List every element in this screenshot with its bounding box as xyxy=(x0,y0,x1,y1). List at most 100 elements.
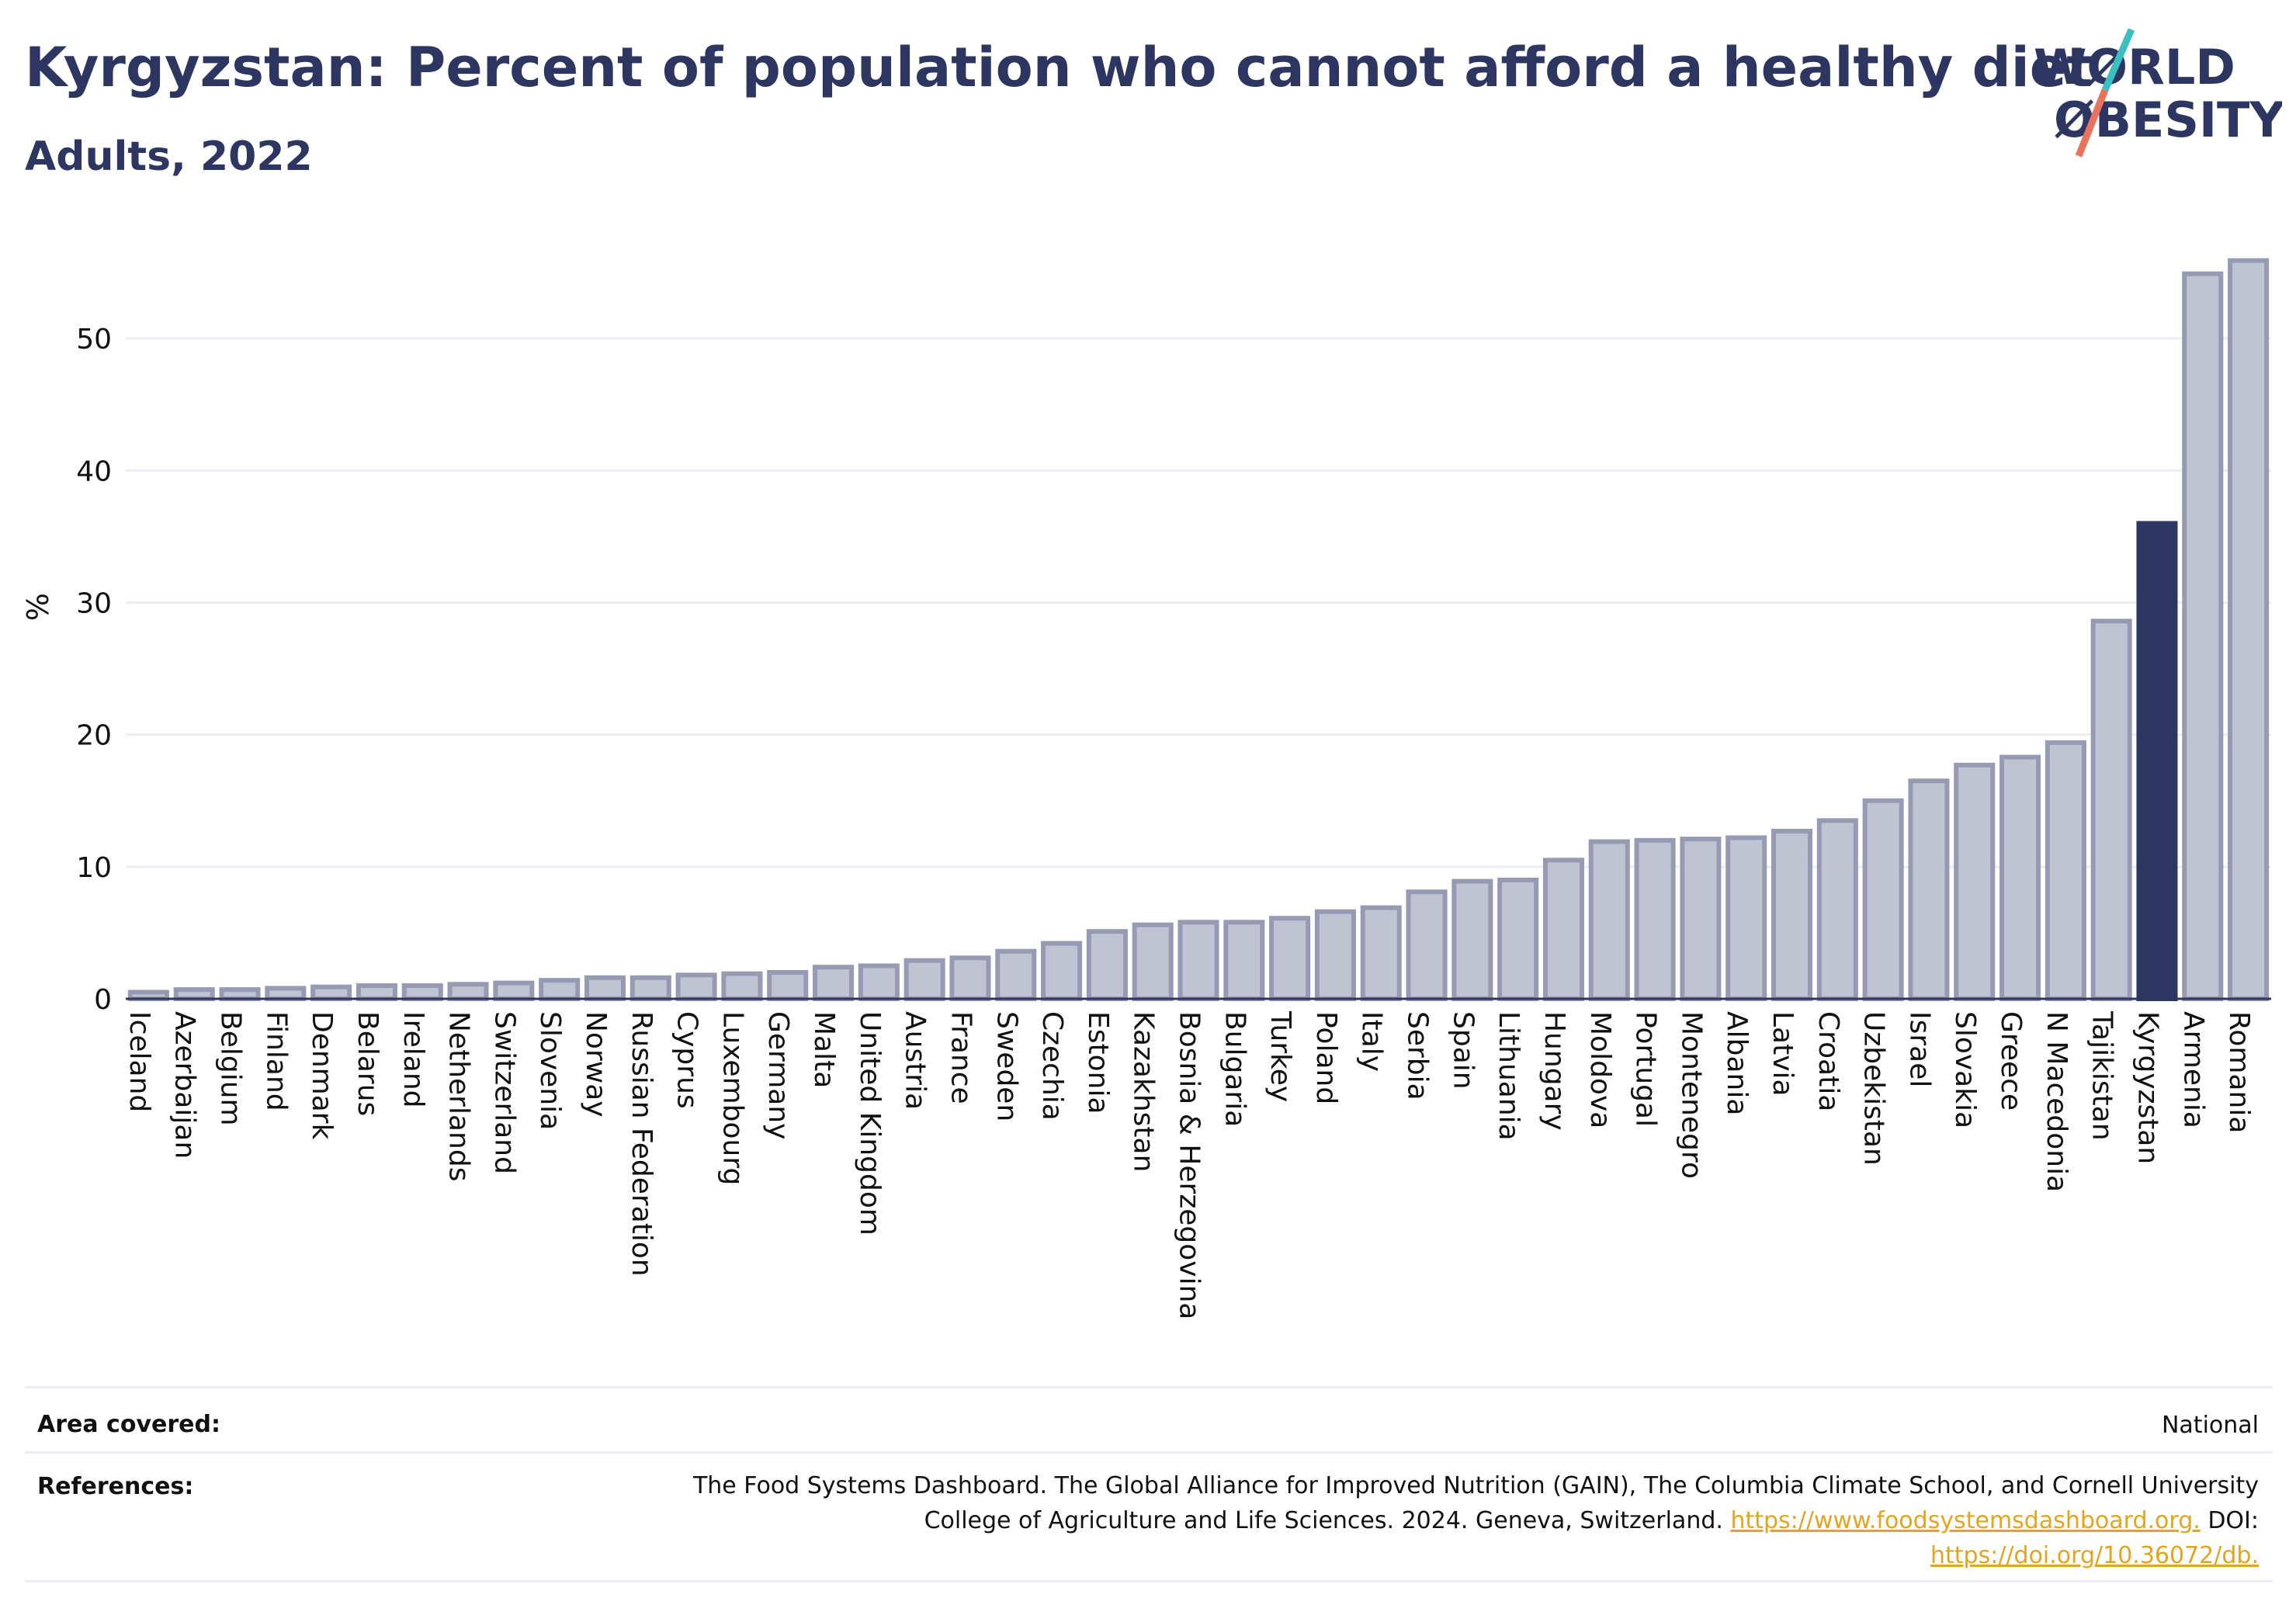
x-tick-label: Germany xyxy=(762,1011,794,1139)
x-tick-label: Cyprus xyxy=(671,1011,703,1109)
bar xyxy=(721,971,763,1001)
x-tick-label: Kyrgyzstan xyxy=(2131,1011,2163,1164)
x-tick-label: N Macedonia xyxy=(2041,1011,2072,1192)
doi-link[interactable]: https://doi.org/10.36072/db. xyxy=(1930,1542,2259,1569)
x-tick-label: Azerbaijan xyxy=(169,1011,201,1159)
y-tick-label: 20 xyxy=(76,720,112,752)
bars xyxy=(127,258,2270,1002)
bar xyxy=(1132,922,1174,1002)
y-axis-label: % xyxy=(21,593,55,621)
bar xyxy=(858,963,900,1002)
bar xyxy=(903,958,945,1002)
x-tick-label: Spain xyxy=(1447,1011,1479,1090)
y-tick-label: 40 xyxy=(76,456,112,487)
bar xyxy=(2228,258,2270,1001)
footer-separator-bottom xyxy=(25,1580,2273,1582)
bar xyxy=(493,980,535,1002)
bar xyxy=(2045,740,2086,1002)
bar xyxy=(265,986,307,1002)
bar xyxy=(629,975,671,1002)
y-tick-label: 0 xyxy=(94,984,112,1016)
chart-title: Kyrgyzstan: Percent of population who ca… xyxy=(25,36,2093,99)
logo-slash-top xyxy=(2101,28,2135,92)
bar-chart: 0 10 20 30 40 50 Iceland Azerbaijan Belgium Finl… xyxy=(21,258,2271,1319)
x-tick-label: Uzbekistan xyxy=(1858,1011,1890,1166)
x-tick-label: Tajikistan xyxy=(2086,1010,2118,1141)
x-tick-label: Greece xyxy=(1995,1011,2027,1111)
area-covered-label: Area covered: xyxy=(37,1411,220,1438)
x-tick-label: Romania xyxy=(2223,1011,2255,1133)
x-tick-label: Serbia xyxy=(1402,1011,1434,1100)
bar xyxy=(1954,762,1996,1001)
x-tick-label: Malta xyxy=(808,1011,840,1088)
doi-label: DOI: xyxy=(2208,1507,2259,1534)
bar xyxy=(1862,798,1904,1001)
chart-subtitle: Adults, 2022 xyxy=(25,133,313,180)
x-tick-label: France xyxy=(945,1011,976,1104)
x-tick-label: Poland xyxy=(1310,1011,1342,1104)
bar xyxy=(995,948,1037,1001)
x-tick-label: Ireland xyxy=(397,1011,429,1108)
x-tick-label: Czechia xyxy=(1036,1011,1068,1121)
bar xyxy=(401,983,443,1002)
x-tick-label: Bosnia & Herzegovina xyxy=(1174,1011,1205,1319)
x-tick-label: Belarus xyxy=(352,1011,383,1116)
x-tick-label: Turkey xyxy=(1264,1010,1296,1102)
x-tick-label: Slovakia xyxy=(1949,1011,1981,1128)
bar xyxy=(675,972,717,1002)
x-tick-label: Switzerland xyxy=(488,1011,520,1174)
y-tick-label: 30 xyxy=(76,587,112,619)
bar xyxy=(539,978,581,1002)
bar xyxy=(1041,941,1083,1001)
bar xyxy=(1314,909,1356,1001)
x-tick-labels: Iceland Azerbaijan Belgium Finland Denmark Be… xyxy=(123,1010,2255,1319)
x-tick-label: Finland xyxy=(260,1011,292,1111)
logo-line1: WØRLD xyxy=(2034,39,2235,95)
x-tick-label: Kazakhstan xyxy=(1128,1011,1160,1172)
reference-line-1: The Food Systems Dashboard. The Global A… xyxy=(692,1472,2259,1499)
x-tick-label: Bulgaria xyxy=(1219,1011,1250,1127)
dashboard-link[interactable]: https://www.foodsystemsdashboard.org. xyxy=(1730,1507,2201,1534)
x-tick-label: Slovenia xyxy=(534,1011,566,1130)
bar xyxy=(1086,929,1128,1001)
x-tick-label: Moldova xyxy=(1584,1011,1616,1128)
bar xyxy=(447,982,489,1001)
references-label: References: xyxy=(37,1473,194,1500)
bar xyxy=(1269,916,1311,1001)
x-tick-label: Sweden xyxy=(990,1011,1022,1121)
bar xyxy=(1406,889,1448,1002)
bar xyxy=(173,987,215,1001)
x-tick-label: Austria xyxy=(900,1011,931,1110)
x-tick-label: Latvia xyxy=(1767,1011,1798,1097)
x-tick-label: Norway xyxy=(580,1011,612,1118)
x-tick-label: Iceland xyxy=(123,1011,155,1112)
bar xyxy=(1999,754,2041,1001)
bar xyxy=(1497,877,1539,1002)
x-tick-label: Luxembourg xyxy=(716,1011,748,1185)
x-tick-label: Hungary xyxy=(1538,1011,1570,1131)
bar-highlight xyxy=(2136,521,2178,1001)
x-tick-label: Israel xyxy=(1903,1011,1935,1087)
bar xyxy=(355,983,397,1002)
x-tick-label: United Kingdom xyxy=(854,1011,886,1236)
bar xyxy=(584,975,626,1002)
bar xyxy=(310,984,352,1001)
bar xyxy=(1634,837,1676,1001)
area-covered-value: National xyxy=(2161,1412,2259,1439)
bar xyxy=(1908,778,1950,1001)
bar xyxy=(1542,858,1584,1001)
footer-separator-mid xyxy=(25,1451,2273,1454)
y-tick-labels: 0 10 20 30 40 50 xyxy=(76,324,112,1016)
reference-line-2: College of Agriculture and Life Sciences… xyxy=(924,1507,1723,1534)
x-tick-label: Belgium xyxy=(215,1011,247,1126)
x-tick-label: Estonia xyxy=(1082,1011,1114,1114)
bar xyxy=(1725,835,1767,1001)
bar xyxy=(1816,818,1858,1001)
bar xyxy=(2182,271,2224,1002)
bar xyxy=(219,987,261,1001)
bar xyxy=(1223,920,1265,1002)
x-tick-label: Montenegro xyxy=(1675,1011,1707,1179)
bar xyxy=(1680,837,1722,1002)
bar xyxy=(1588,839,1630,1002)
y-tick-label: 10 xyxy=(76,852,112,884)
